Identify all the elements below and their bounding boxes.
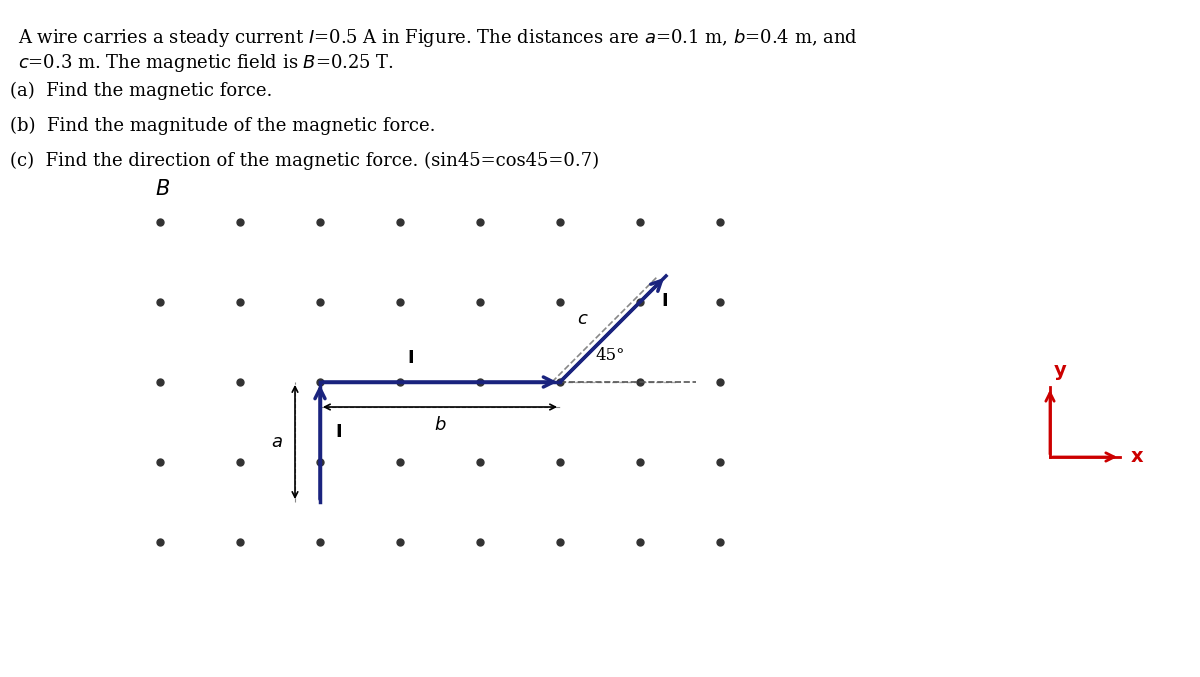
Text: $b$: $b$ xyxy=(433,416,446,434)
Text: $\mathbf{I}$: $\mathbf{I}$ xyxy=(407,349,414,367)
Text: $a$: $a$ xyxy=(271,433,283,451)
Text: (c)  Find the direction of the magnetic force. (sin45=cos45=0.7): (c) Find the direction of the magnetic f… xyxy=(10,152,599,170)
Text: (a)  Find the magnetic force.: (a) Find the magnetic force. xyxy=(10,82,272,100)
Text: $\mathbf{I}$: $\mathbf{I}$ xyxy=(661,292,668,310)
Text: $\mathbf{x}$: $\mathbf{x}$ xyxy=(1130,447,1145,466)
Text: A wire carries a steady current $I$=0.5 A in Figure. The distances are $a$=0.1 m: A wire carries a steady current $I$=0.5 … xyxy=(18,27,858,74)
Text: 45°: 45° xyxy=(595,347,624,364)
Text: $B$: $B$ xyxy=(155,179,170,199)
Text: $\mathbf{I}$: $\mathbf{I}$ xyxy=(335,423,342,441)
Text: (b)  Find the magnitude of the magnetic force.: (b) Find the magnitude of the magnetic f… xyxy=(10,117,436,135)
Text: $\mathbf{y}$: $\mathbf{y}$ xyxy=(1052,363,1067,382)
Text: $c$: $c$ xyxy=(577,310,589,328)
